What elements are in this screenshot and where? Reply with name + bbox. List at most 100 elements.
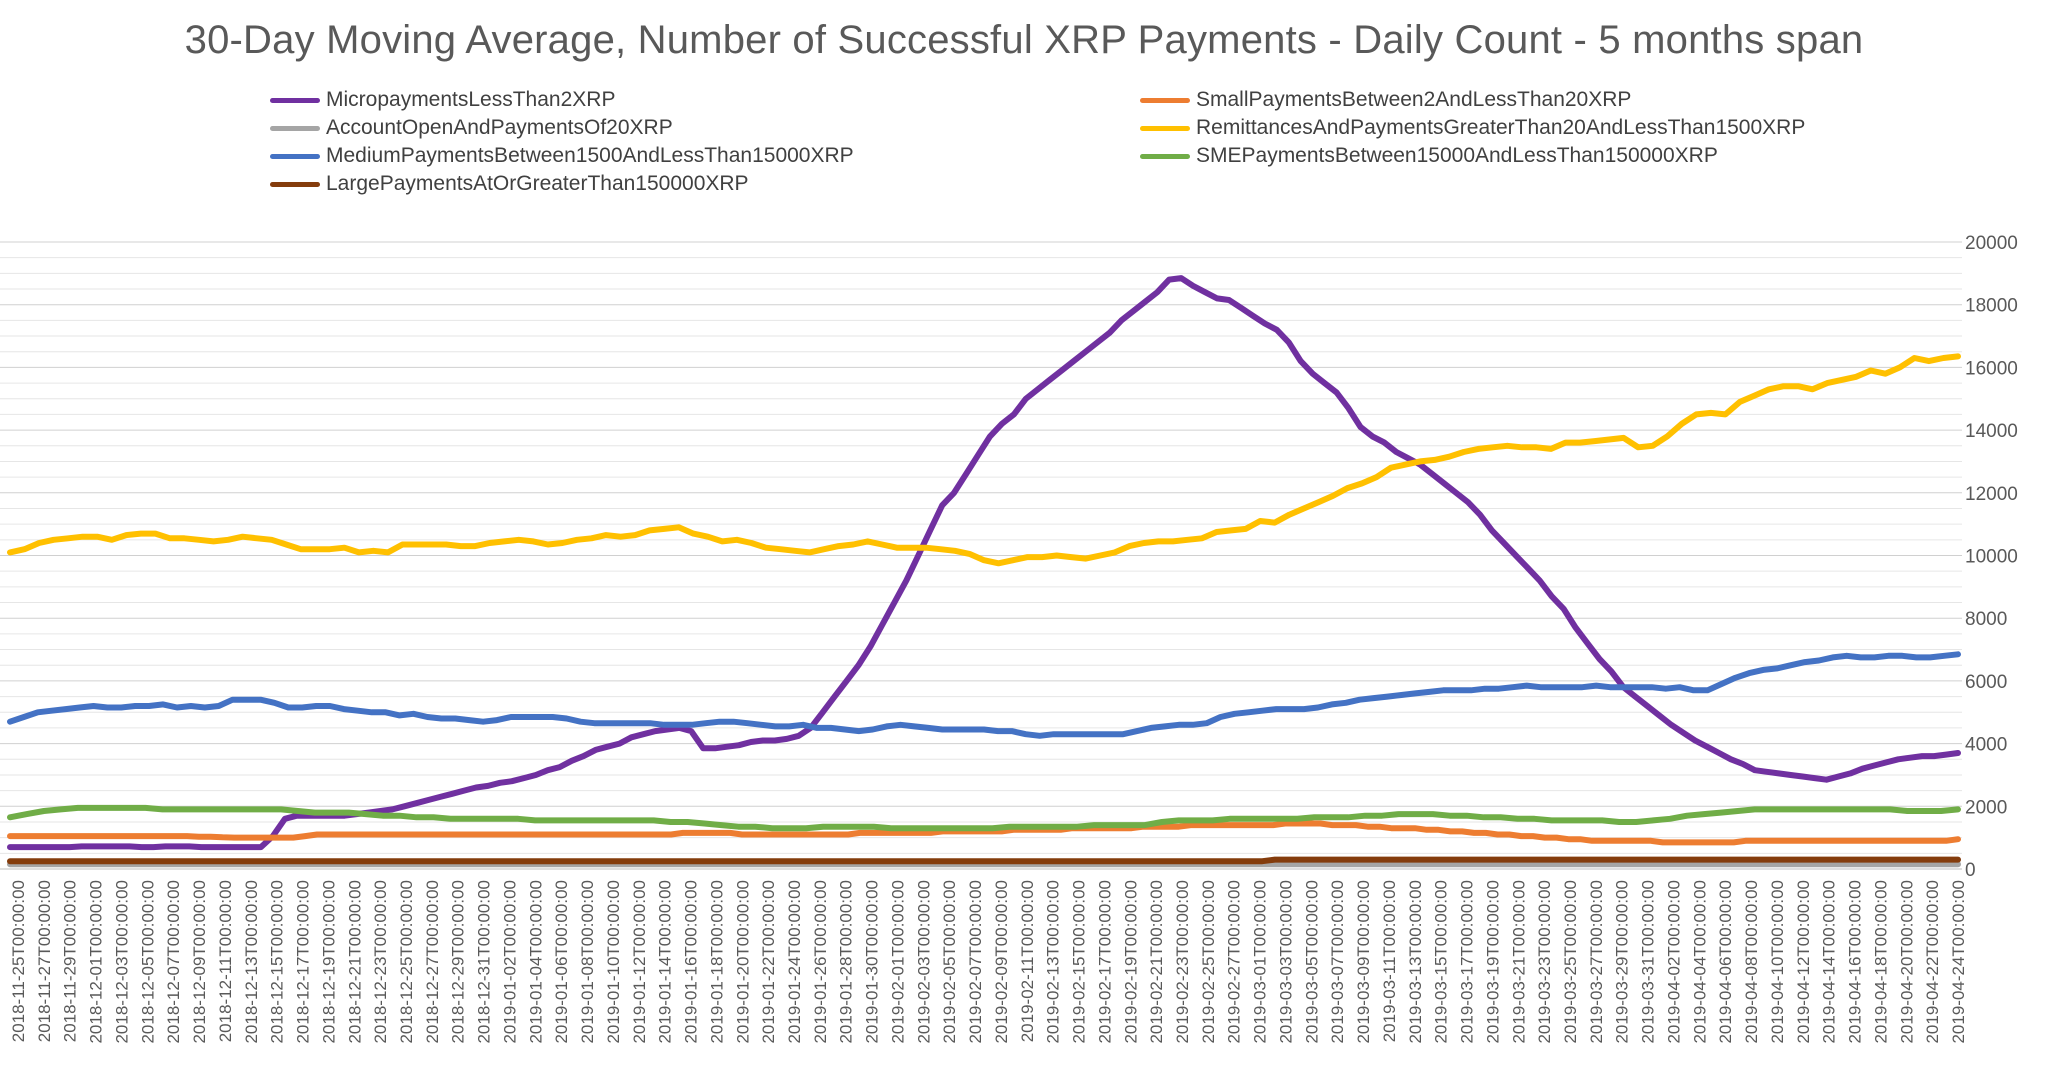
x-tick-label: 2018-12-21T00:00:00 <box>345 880 364 1044</box>
x-tick-label: 2019-01-20T00:00:00 <box>733 880 752 1044</box>
legend-label: MediumPaymentsBetween1500AndLessThan1500… <box>326 144 854 167</box>
x-tick-label: 2019-02-01T00:00:00 <box>888 880 907 1044</box>
legend-label: SmallPaymentsBetween2AndLessThan20XRP <box>1196 88 1632 111</box>
x-tick-label: 2019-04-18T00:00:00 <box>1871 880 1890 1044</box>
x-tick-label: 2019-03-27T00:00:00 <box>1587 880 1606 1044</box>
x-tick-label: 2019-03-07T00:00:00 <box>1328 880 1347 1044</box>
gridlines <box>0 241 1962 870</box>
x-tick-label: 2019-04-02T00:00:00 <box>1664 880 1683 1044</box>
x-tick-label: 2019-03-19T00:00:00 <box>1483 880 1502 1044</box>
x-tick-label: 2018-11-25T00:00:00 <box>9 880 28 1042</box>
x-tick-label: 2019-01-08T00:00:00 <box>578 880 597 1044</box>
y-axis: 0 2000 4000 6000 8000 10000 12000 14000 16000 180… <box>1965 233 2018 881</box>
x-tick-label: 2019-01-16T00:00:00 <box>682 880 701 1044</box>
y-tick-label: 18000 <box>1965 296 2018 317</box>
x-tick-label: 2019-03-17T00:00:00 <box>1458 880 1477 1044</box>
y-tick-label: 12000 <box>1965 484 2018 505</box>
x-tick-label: 2018-11-29T00:00:00 <box>61 880 80 1042</box>
legend-label: MicropaymentsLessThan2XRP <box>326 88 616 111</box>
legend-item-remittances[interactable]: RemittancesAndPaymentsGreaterThan20AndLe… <box>1140 114 1805 142</box>
x-tick-label: 2019-03-13T00:00:00 <box>1406 880 1425 1044</box>
x-tick-label: 2019-02-21T00:00:00 <box>1147 880 1166 1044</box>
x-tick-label: 2019-01-26T00:00:00 <box>811 880 830 1044</box>
legend-item-large-payments[interactable]: LargePaymentsAtOrGreaterThan150000XRP <box>270 170 749 198</box>
x-tick-label: 2019-01-14T00:00:00 <box>656 880 675 1044</box>
chart-title: 30-Day Moving Average, Number of Success… <box>184 18 1864 62</box>
chart-legend: MicropaymentsLessThan2XRP SmallPaymentsB… <box>0 0 2048 200</box>
legend-label: RemittancesAndPaymentsGreaterThan20AndLe… <box>1196 116 1806 139</box>
legend-item-small-payments[interactable]: SmallPaymentsBetween2AndLessThan20XRP <box>1140 86 1631 114</box>
y-tick-label: 16000 <box>1965 358 2018 379</box>
x-tick-label: 2019-03-25T00:00:00 <box>1561 880 1580 1044</box>
legend-swatch <box>270 125 320 131</box>
x-tick-label: 2018-12-19T00:00:00 <box>319 880 338 1044</box>
legend-item-account-open[interactable]: AccountOpenAndPaymentsOf20XRP <box>270 114 673 142</box>
x-tick-label: 2019-04-10T00:00:00 <box>1768 880 1787 1044</box>
series-line-MediumPaymentsBetween1500AndLessThan15000XRP <box>7 651 1961 739</box>
x-tick-label: 2019-02-03T00:00:00 <box>914 880 933 1044</box>
x-tick-label: 2019-01-02T00:00:00 <box>500 880 519 1044</box>
x-tick-label: 2019-02-25T00:00:00 <box>1199 880 1218 1044</box>
x-tick-label: 2019-04-04T00:00:00 <box>1690 880 1709 1044</box>
x-tick-label: 2018-12-15T00:00:00 <box>268 880 287 1044</box>
x-tick-label: 2019-04-06T00:00:00 <box>1716 880 1735 1044</box>
x-tick-label: 2019-03-31T00:00:00 <box>1639 880 1658 1044</box>
y-tick-label: 8000 <box>1965 609 2007 630</box>
x-tick-label: 2019-01-06T00:00:00 <box>552 880 571 1044</box>
x-tick-label: 2019-02-19T00:00:00 <box>1121 880 1140 1044</box>
series-line-MicropaymentsLessThan2XRP <box>7 275 1961 851</box>
legend-label: SMEPaymentsBetween15000AndLessThan150000… <box>1196 144 1718 167</box>
x-tick-label: 2019-01-24T00:00:00 <box>785 880 804 1044</box>
series-line-LargePaymentsAtOrGreaterThan150000XRP <box>7 856 1961 865</box>
x-tick-label: 2018-12-25T00:00:00 <box>397 880 416 1044</box>
legend-item-medium-payments[interactable]: MediumPaymentsBetween1500AndLessThan1500… <box>270 142 854 170</box>
x-tick-label: 2018-12-17T00:00:00 <box>294 880 313 1044</box>
y-tick-label: 0 <box>1965 860 1976 881</box>
x-tick-label: 2019-03-11T00:00:00 <box>1380 880 1399 1042</box>
x-tick-label: 2019-02-11T00:00:00 <box>1018 880 1037 1042</box>
series-lines <box>7 275 1961 868</box>
legend-label: AccountOpenAndPaymentsOf20XRP <box>326 116 673 139</box>
x-tick-label: 2019-02-13T00:00:00 <box>1044 880 1063 1044</box>
x-tick-label: 2018-12-03T00:00:00 <box>112 880 131 1044</box>
x-tick-label: 2019-02-09T00:00:00 <box>992 880 1011 1044</box>
x-tick-label: 2018-12-31T00:00:00 <box>475 880 494 1044</box>
x-tick-label: 2018-12-09T00:00:00 <box>190 880 209 1044</box>
x-tick-label: 2019-03-05T00:00:00 <box>1302 880 1321 1044</box>
x-tick-label: 2019-04-16T00:00:00 <box>1846 880 1865 1044</box>
legend-swatch <box>270 97 320 103</box>
legend-swatch <box>1140 153 1190 159</box>
x-tick-label: 2019-02-27T00:00:00 <box>1225 880 1244 1044</box>
legend-swatch <box>1140 125 1190 131</box>
y-tick-label: 6000 <box>1965 672 2007 693</box>
x-tick-label: 2019-04-20T00:00:00 <box>1897 880 1916 1044</box>
x-tick-label: 2019-03-29T00:00:00 <box>1613 880 1632 1044</box>
x-tick-label: 2019-01-18T00:00:00 <box>707 880 726 1044</box>
x-tick-label: 2019-01-28T00:00:00 <box>837 880 856 1044</box>
x-tick-label: 2018-12-07T00:00:00 <box>164 880 183 1044</box>
x-tick-label: 2019-03-15T00:00:00 <box>1432 880 1451 1044</box>
y-tick-label: 10000 <box>1965 547 2018 568</box>
series-line-SmallPaymentsBetween2AndLessThan20XRP <box>7 820 1961 846</box>
x-tick-label: 2019-03-21T00:00:00 <box>1509 880 1528 1044</box>
y-tick-label: 20000 <box>1965 233 2018 254</box>
x-tick-label: 2018-12-27T00:00:00 <box>423 880 442 1044</box>
x-tick-label: 2019-02-07T00:00:00 <box>966 880 985 1044</box>
legend-item-micropayments[interactable]: MicropaymentsLessThan2XRP <box>270 86 615 114</box>
x-tick-label: 2019-04-22T00:00:00 <box>1923 880 1942 1044</box>
x-tick-label: 2019-01-12T00:00:00 <box>630 880 649 1044</box>
legend-item-sme-payments[interactable]: SMEPaymentsBetween15000AndLessThan150000… <box>1140 142 1718 170</box>
y-tick-label: 4000 <box>1965 735 2007 756</box>
x-tick-label: 2019-04-08T00:00:00 <box>1742 880 1761 1044</box>
x-tick-label: 2019-02-23T00:00:00 <box>1173 880 1192 1044</box>
x-tick-label: 2019-04-12T00:00:00 <box>1794 880 1813 1044</box>
x-tick-label: 2019-03-23T00:00:00 <box>1535 880 1554 1044</box>
legend-label: LargePaymentsAtOrGreaterThan150000XRP <box>326 172 749 195</box>
x-tick-label: 2019-01-22T00:00:00 <box>759 880 778 1044</box>
x-tick-label: 2018-12-11T00:00:00 <box>216 880 235 1042</box>
x-tick-label: 2019-04-14T00:00:00 <box>1820 880 1839 1044</box>
legend-swatch <box>270 153 320 159</box>
x-tick-label: 2019-03-09T00:00:00 <box>1354 880 1373 1044</box>
x-tick-label: 2018-11-27T00:00:00 <box>35 880 54 1042</box>
